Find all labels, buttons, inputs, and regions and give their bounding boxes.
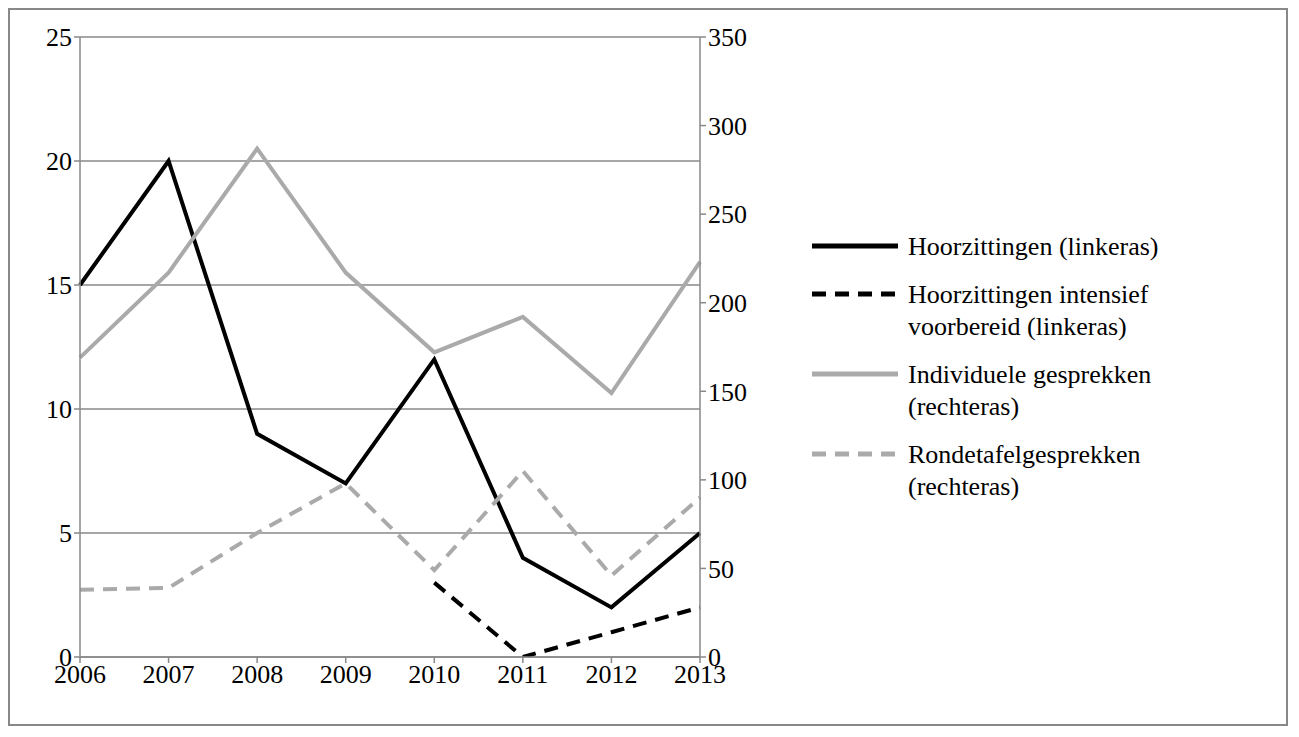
svg-text:2010: 2010: [408, 660, 460, 689]
svg-text:2013: 2013: [674, 660, 726, 690]
html-text:Individuele gesprekken (rechte: Individuele gesprekken (rechteras): [908, 360, 1152, 421]
svg-text:2012: 2012: [585, 660, 637, 689]
svg-text:15: 15: [46, 271, 72, 300]
html-text:Hoorzittingen (linkeras): Hoorzittingen (linkeras): [908, 232, 1159, 261]
html-text:Hoorzittingen intensief voorbe: Hoorzittingen intensief voorbereid (link…: [908, 280, 1149, 341]
svg-text:2006: 2006: [54, 660, 106, 690]
svg-text:20: 20: [46, 147, 72, 176]
svg-text:350: 350: [708, 23, 747, 52]
svg-text:50: 50: [708, 555, 734, 584]
svg-text:5: 5: [59, 519, 72, 548]
svg-text:25: 25: [46, 23, 72, 52]
svg-text:250: 250: [708, 200, 747, 229]
svg-text:2009: 2009: [320, 660, 372, 689]
svg-text:150: 150: [708, 378, 747, 407]
svg-text:300: 300: [708, 112, 747, 141]
svg-text:0: 0: [59, 643, 72, 672]
svg-text:10: 10: [46, 395, 72, 424]
svg-text:0: 0: [708, 643, 721, 672]
html-text:Rondetafelgesprekken (rechtera: Rondetafelgesprekken (rechteras): [908, 440, 1141, 501]
svg-text:2011: 2011: [497, 660, 548, 689]
svg-text:2007: 2007: [143, 660, 195, 689]
svg-text:200: 200: [708, 289, 747, 318]
svg-text:2008: 2008: [231, 660, 283, 689]
svg-text:100: 100: [708, 466, 747, 495]
